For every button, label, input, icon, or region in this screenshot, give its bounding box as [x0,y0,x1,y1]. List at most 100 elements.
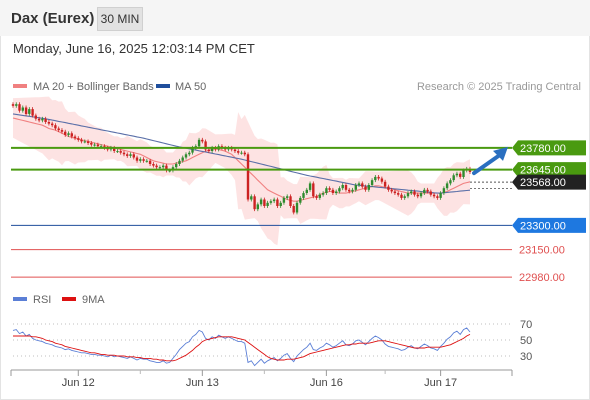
candle-body [341,185,344,189]
candle-body [37,118,41,121]
candle [335,189,338,196]
candle-body [233,149,237,152]
candle-body [126,154,129,156]
candle [449,178,452,186]
candle-body [374,176,377,181]
rsi-tick-label: 50 [520,335,532,347]
candle [276,197,279,208]
candle [201,137,204,144]
candle-body [15,104,18,106]
candle-body [266,202,269,206]
candle-body [237,151,240,153]
candle-body [197,139,201,147]
ma50-legend-label: MA 50 [175,81,206,93]
candle [139,157,142,163]
candle [122,150,126,157]
candle-body [282,197,286,203]
candle-body [80,139,83,142]
candle-body [459,173,462,177]
candle-body [11,104,15,106]
candle [354,183,357,192]
candle [119,149,122,155]
candle [243,150,246,157]
candle-body [357,183,361,185]
candle [413,189,416,197]
candle-body [73,136,77,139]
candle [423,187,426,196]
candle-body [416,194,419,197]
candle [299,195,302,205]
candle-body [34,115,37,119]
level-label: 22980.00 [519,272,565,284]
candle [175,162,178,170]
candle [305,187,308,196]
candle-body [452,175,455,181]
candle [455,171,459,178]
candle-body [47,122,51,124]
candle [318,192,321,200]
candle-body [31,109,34,116]
candle [240,150,243,155]
candle [263,197,266,208]
candle-body [181,157,184,161]
current-price-label: 23568.00 [520,177,566,189]
candle-body [276,199,279,206]
level-label: 23150.00 [519,245,565,257]
level-label: 23300.00 [520,220,566,232]
candle-body [351,189,354,192]
candle-body [240,152,243,154]
candle [67,131,70,137]
candle-body [253,196,256,210]
candle-body [145,160,148,162]
rsi-legend-swatch [13,297,27,301]
candle [452,173,455,183]
candle-body [449,180,452,184]
chart-header: Dax (Eurex) 30 MIN [0,0,590,36]
candle-body [436,196,439,198]
x-tick-label: Jun 12 [62,377,95,389]
candle [152,162,155,168]
candle [374,174,377,183]
candle [328,186,331,192]
candle-body [54,125,57,129]
candle-body [162,165,165,168]
candle [439,191,442,200]
candle [145,158,148,163]
candle [426,187,429,194]
candle-body [383,181,387,187]
copyright-label: Research © 2025 Trading Central [417,81,581,93]
candle [15,102,18,108]
candle [253,194,256,212]
candle-body [188,152,191,155]
candle [18,102,21,113]
candle [181,155,184,163]
candle [367,183,370,192]
candle [256,202,259,212]
candle-body [243,152,246,155]
candle [393,189,397,196]
candle-body [390,189,393,192]
candle-body [370,180,374,185]
rsi-tick-label: 30 [520,351,532,363]
candle-body [380,178,384,182]
candle-body [344,185,348,190]
level-label: 23780.00 [520,143,566,155]
candle [269,199,273,205]
candle-body [335,191,338,194]
candle [51,121,54,128]
candle-body [142,159,145,161]
candle [34,113,37,121]
candle-body [318,194,321,198]
candle-body [429,191,432,195]
forecast-arrow-shaft [472,152,502,176]
candle [135,155,139,163]
candle-body [96,144,100,147]
candle-body [419,193,423,197]
candle [70,131,73,139]
level-label-bg [512,217,586,233]
interval-button[interactable]: 30 MIN [97,7,143,31]
candle-body [256,204,259,210]
candle-body [413,191,416,195]
rsi-ma-legend-label: 9MA [82,294,105,306]
candle [77,136,80,142]
